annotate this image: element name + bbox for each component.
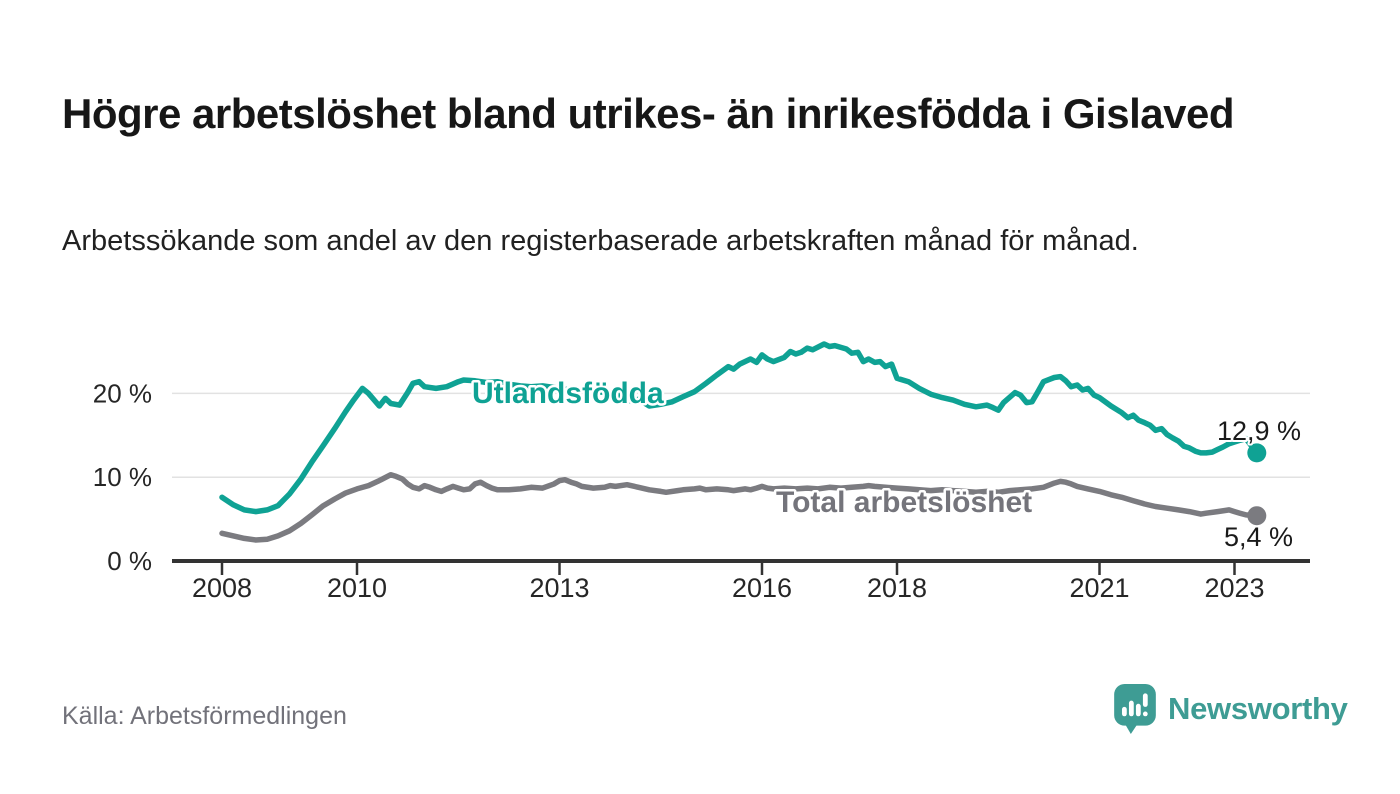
newsworthy-speech-bubble-bar-chart-icon bbox=[1114, 684, 1156, 734]
series-end-dot-total bbox=[1247, 506, 1267, 526]
x-tick-label-2010: 2010 bbox=[327, 573, 387, 603]
series-label-utlandsfodda: Utlandsfödda bbox=[472, 377, 664, 410]
newsworthy-logo: Newsworthy bbox=[1113, 684, 1348, 734]
series-end-dot-utlandsfodda bbox=[1247, 443, 1267, 463]
y-tick-label-20: 20 % bbox=[93, 378, 152, 408]
x-tick-label-2016: 2016 bbox=[732, 573, 792, 603]
y-tick-label-0: 0 % bbox=[107, 546, 152, 576]
series-line-total bbox=[219, 471, 1260, 543]
logo-bars bbox=[1121, 693, 1148, 717]
y-tick-label-10: 10 % bbox=[93, 462, 152, 492]
newsworthy-logo-text: Newsworthy bbox=[1168, 691, 1348, 726]
series-end-value-utlandsfodda: 12,9 % bbox=[1217, 416, 1301, 446]
series-line-utlandsfodda bbox=[219, 341, 1260, 515]
x-tick-label-2013: 2013 bbox=[529, 573, 589, 603]
x-tick-label-2018: 2018 bbox=[867, 573, 927, 603]
series-end-value-total: 5,4 % bbox=[1224, 522, 1293, 552]
page-subtitle: Arbetssökande som andel av den registerb… bbox=[62, 225, 1139, 257]
series-label-total: Total arbetslöshet bbox=[776, 486, 1032, 519]
source-note: Källa: Arbetsförmedlingen bbox=[62, 702, 347, 730]
x-tick-label-2021: 2021 bbox=[1069, 573, 1129, 603]
x-tick-label-2023: 2023 bbox=[1204, 573, 1264, 603]
x-tick-label-2008: 2008 bbox=[192, 573, 252, 603]
page-title: Högre arbetslöshet bland utrikes- än inr… bbox=[62, 90, 1234, 138]
logo-bubble bbox=[1114, 684, 1156, 734]
